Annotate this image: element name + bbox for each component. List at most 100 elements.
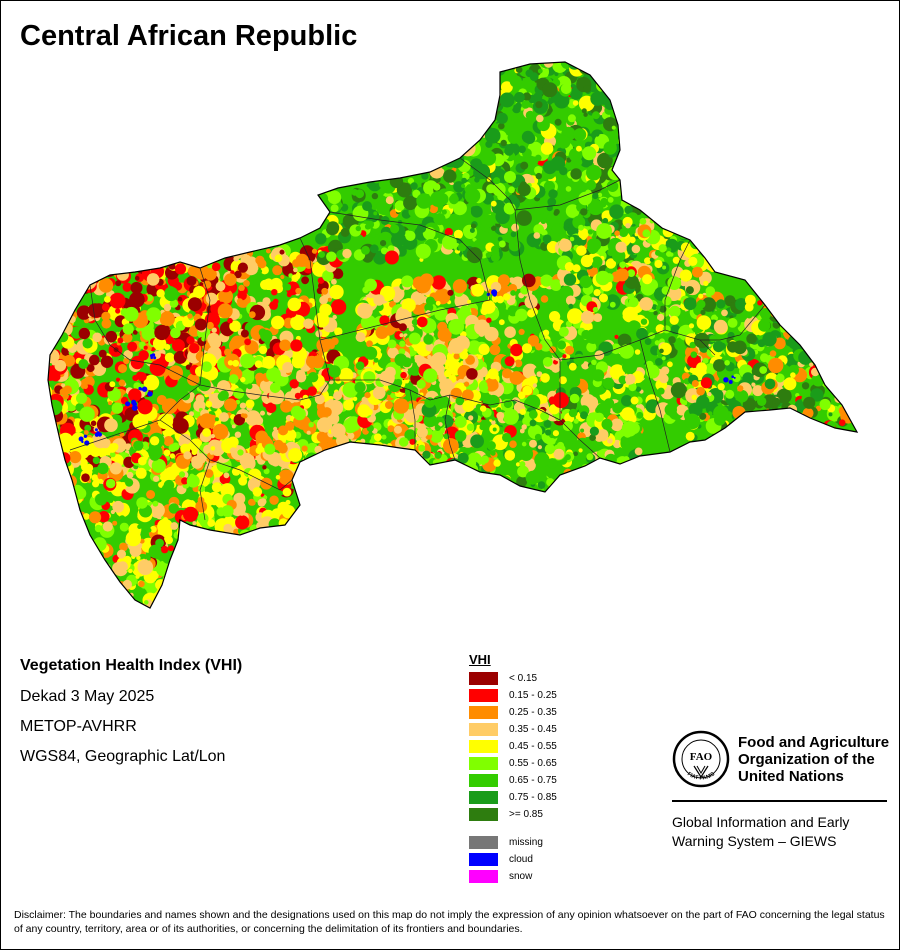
vhi-patch [378, 168, 385, 175]
vhi-patch [847, 405, 855, 413]
vhi-patch [320, 87, 327, 94]
vhi-patch [596, 223, 612, 239]
vhi-patch [466, 62, 480, 76]
vhi-patch [395, 447, 410, 462]
vhi-patch [317, 112, 330, 126]
vhi-patch [570, 168, 582, 180]
vhi-patch [817, 344, 827, 353]
vhi-patch [252, 487, 263, 497]
vhi-patch [133, 440, 144, 451]
vhi-patch [481, 300, 496, 314]
vhi-patch [488, 380, 499, 391]
vhi-patch [840, 301, 855, 316]
vhi-patch [554, 208, 560, 215]
vhi-patch [48, 443, 54, 458]
vhi-patch [284, 603, 293, 608]
vhi-patch [845, 328, 851, 334]
vhi-patch [775, 373, 785, 383]
vhi-patch [320, 175, 331, 185]
vhi-patch [704, 220, 720, 236]
vhi-patch [259, 498, 267, 505]
vhi-patch [70, 265, 78, 273]
vhi-patch [408, 100, 416, 108]
vhi-patch [467, 299, 472, 304]
vhi-patch [245, 567, 257, 580]
vhi-patch [504, 146, 514, 156]
vhi-patch [578, 224, 584, 231]
vhi-patch [78, 359, 89, 369]
vhi-patch [261, 570, 269, 577]
vhi-patch [41, 281, 47, 287]
vhi-patch [122, 282, 132, 292]
vhi-patch [375, 326, 389, 339]
vhi-patch [372, 95, 381, 104]
vhi-patch [781, 303, 789, 311]
vhi-patch [614, 334, 619, 339]
vhi-patch [261, 587, 270, 596]
vhi-patch [223, 557, 230, 563]
vhi-patch [250, 543, 266, 559]
vhi-patch [322, 77, 327, 83]
vhi-patch [170, 598, 181, 608]
vhi-patch [233, 607, 239, 608]
vhi-patch [64, 582, 69, 587]
vhi-patch [384, 143, 400, 158]
vhi-patch [349, 456, 354, 461]
vhi-patch [485, 82, 490, 87]
vhi-patch [757, 432, 765, 441]
vhi-patch [493, 177, 501, 185]
vhi-patch [581, 234, 587, 240]
vhi-patch [751, 367, 760, 376]
vhi-patch [381, 65, 387, 71]
vhi-patch [829, 329, 845, 345]
vhi-patch [351, 104, 362, 115]
vhi-patch [459, 133, 469, 143]
vhi-patch [349, 93, 361, 106]
vhi-patch [386, 162, 399, 176]
vhi-patch [811, 307, 826, 322]
vhi-patch [221, 568, 233, 580]
vhi-patch [417, 116, 423, 122]
vhi-patch [479, 423, 487, 431]
vhi-patch [48, 340, 53, 350]
vhi-patch [237, 449, 244, 456]
vhi-patch [135, 261, 144, 270]
vhi-patch [546, 214, 553, 221]
vhi-patch [224, 249, 230, 254]
vhi-patch [91, 555, 102, 566]
vhi-patch [324, 63, 334, 73]
vhi-patch [525, 69, 534, 78]
vhi-patch [627, 150, 639, 162]
vhi-patch [34, 267, 47, 280]
vhi-patch [318, 179, 331, 193]
vhi-patch [153, 475, 160, 482]
vhi-patch [490, 64, 499, 74]
vhi-patch [438, 108, 454, 124]
vhi-patch [400, 371, 407, 379]
vhi-patch [448, 318, 465, 335]
vhi-patch [101, 563, 111, 573]
vhi-patch [243, 577, 256, 590]
vhi-patch [350, 62, 365, 68]
vhi-patch [59, 463, 65, 469]
vhi-patch [111, 258, 128, 275]
vhi-patch [364, 152, 379, 167]
vhi-patch [111, 578, 117, 584]
vhi-patch [130, 355, 145, 370]
vhi-patch [197, 557, 209, 569]
vhi-patch [613, 328, 620, 335]
vhi-patch [189, 343, 200, 354]
vhi-patch [612, 85, 628, 100]
vhi-patch [276, 441, 282, 447]
vhi-patch [582, 62, 594, 72]
vhi-patch [322, 454, 330, 462]
vhi-patch [569, 393, 580, 404]
vhi-patch [129, 291, 145, 308]
vhi-patch [448, 131, 456, 139]
vhi-patch [64, 511, 80, 527]
vhi-patch [836, 325, 852, 341]
vhi-patch [416, 193, 432, 209]
vhi-patch [359, 140, 364, 146]
vhi-patch [427, 141, 443, 157]
vhi-patch [129, 254, 144, 269]
